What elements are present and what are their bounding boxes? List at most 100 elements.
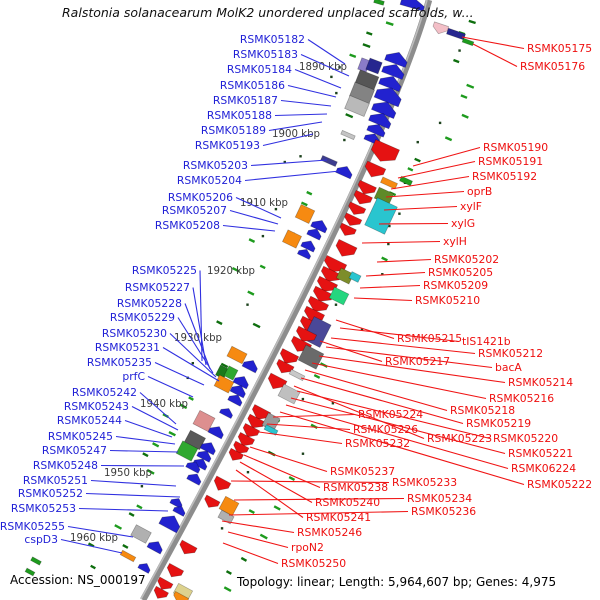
gene-label[interactable]: RSMK05255	[0, 520, 65, 533]
gene-feature[interactable]	[211, 475, 232, 494]
gene-feature[interactable]	[380, 176, 398, 190]
gene-label[interactable]: RSMK05220	[493, 432, 558, 445]
gene-label[interactable]: RSMK05252	[18, 487, 83, 500]
gene-label[interactable]: RSMK05245	[48, 430, 113, 443]
gene-feature[interactable]	[199, 439, 218, 456]
gene-label[interactable]: RSMK06224	[511, 462, 576, 475]
gene-feature[interactable]	[310, 285, 335, 306]
gene-label[interactable]: RSMK05189	[201, 124, 266, 137]
gene-feature[interactable]	[328, 286, 350, 306]
gene-feature[interactable]	[226, 345, 248, 365]
gene-label[interactable]: RSMK05237	[330, 465, 395, 478]
gene-feature[interactable]	[384, 49, 410, 68]
gene-feature[interactable]	[155, 576, 174, 593]
gene-label[interactable]: RSMK05242	[72, 386, 137, 399]
gene-label[interactable]: RSMK05206	[168, 191, 233, 204]
gene-feature[interactable]	[217, 509, 235, 525]
gene-feature[interactable]	[263, 424, 279, 436]
gene-label[interactable]: RSMK05208	[155, 219, 220, 232]
gene-label[interactable]: RSMK05253	[11, 502, 76, 515]
gene-label[interactable]: RSMK05241	[306, 511, 371, 524]
gene-label[interactable]: RSMK05225	[132, 264, 197, 277]
gene-label[interactable]: RSMK05207	[162, 204, 227, 217]
gene-feature[interactable]	[281, 229, 303, 249]
gene-label[interactable]: RSMK05244	[57, 414, 122, 427]
gene-feature[interactable]	[30, 556, 42, 566]
gene-feature[interactable]	[130, 524, 152, 544]
gene-label[interactable]: RSMK05183	[233, 48, 298, 61]
gene-feature[interactable]	[346, 201, 367, 218]
gene-feature[interactable]	[196, 448, 214, 463]
gene-label[interactable]: oprB	[467, 185, 492, 198]
gene-feature[interactable]	[119, 549, 137, 563]
gene-label[interactable]: RSMK05214	[508, 376, 573, 389]
gene-feature[interactable]	[218, 405, 234, 420]
gene-feature[interactable]	[378, 72, 404, 93]
gene-feature[interactable]	[296, 247, 312, 260]
gene-label[interactable]: RSMK05212	[478, 347, 543, 360]
gene-feature[interactable]	[297, 344, 325, 370]
gene-label[interactable]: RSMK05182	[240, 33, 305, 46]
gene-label[interactable]: RSMK05221	[508, 447, 573, 460]
gene-feature[interactable]	[300, 238, 318, 253]
gene-label[interactable]: bacA	[495, 361, 522, 374]
gene-label[interactable]: RSMK05190	[483, 141, 548, 154]
gene-label[interactable]: RSMK05218	[450, 404, 515, 417]
gene-feature[interactable]	[158, 511, 183, 534]
gene-feature[interactable]	[241, 357, 260, 374]
gene-feature[interactable]	[364, 197, 398, 235]
gene-feature[interactable]	[294, 204, 316, 224]
gene-feature[interactable]	[185, 459, 203, 474]
gene-feature[interactable]	[151, 585, 170, 600]
gene-feature[interactable]	[368, 139, 400, 167]
gene-label[interactable]: RSMK05217	[385, 355, 450, 368]
gene-label[interactable]: RSMK05176	[520, 60, 585, 73]
gene-label[interactable]: RSMK05205	[428, 266, 493, 279]
gene-feature[interactable]	[338, 222, 357, 239]
gene-label[interactable]: RSMK05184	[227, 63, 292, 76]
gene-label[interactable]: RSMK05234	[407, 492, 472, 505]
gene-label[interactable]: rpoN2	[291, 541, 324, 554]
gene-feature[interactable]	[340, 129, 356, 141]
gene-label[interactable]: RSMK05223	[427, 432, 492, 445]
gene-feature[interactable]	[171, 590, 190, 600]
gene-feature[interactable]	[368, 109, 394, 130]
gene-label[interactable]: RSMK05192	[472, 170, 537, 183]
gene-feature[interactable]	[231, 440, 250, 457]
gene-feature[interactable]	[333, 238, 358, 260]
gene-feature[interactable]	[177, 539, 198, 558]
gene-label[interactable]: RSMK05193	[195, 139, 260, 152]
gene-feature[interactable]	[373, 0, 385, 6]
gene-feature[interactable]	[207, 423, 226, 440]
gene-feature[interactable]	[137, 561, 152, 574]
gene-feature[interactable]	[277, 348, 300, 368]
gene-label[interactable]: RSMK05228	[117, 297, 182, 310]
gene-label[interactable]: RSMK05186	[220, 79, 285, 92]
gene-label[interactable]: RSMK05232	[345, 437, 410, 450]
gene-feature[interactable]	[192, 456, 210, 471]
gene-label[interactable]: RSMK05219	[466, 417, 531, 430]
gene-label[interactable]: RSMK05175	[527, 42, 592, 55]
gene-label[interactable]: RSMK05210	[415, 294, 480, 307]
gene-feature[interactable]	[362, 160, 387, 181]
gene-label[interactable]: RSMK05233	[392, 476, 457, 489]
gene-feature[interactable]	[348, 271, 362, 283]
gene-feature[interactable]	[314, 275, 339, 296]
gene-label[interactable]: RSMK05230	[102, 327, 167, 340]
gene-feature[interactable]	[342, 212, 363, 229]
gene-feature[interactable]	[227, 392, 245, 407]
gene-feature[interactable]	[321, 254, 348, 276]
gene-feature[interactable]	[229, 382, 248, 399]
gene-feature[interactable]	[370, 97, 398, 120]
gene-label[interactable]: RSMK05236	[411, 505, 476, 518]
gene-label[interactable]: RSMK05203	[183, 159, 248, 172]
gene-label[interactable]: RSMK05246	[297, 526, 362, 539]
gene-label[interactable]: RSMK05250	[281, 557, 346, 570]
gene-label[interactable]: RSMK05229	[110, 311, 175, 324]
gene-feature[interactable]	[335, 267, 355, 285]
gene-label[interactable]: xylF	[460, 200, 482, 213]
gene-feature[interactable]	[305, 295, 330, 316]
gene-label[interactable]: RSMK05227	[125, 281, 190, 294]
gene-label[interactable]: xylH	[443, 235, 467, 248]
gene-label[interactable]: RSMK05240	[315, 496, 380, 509]
